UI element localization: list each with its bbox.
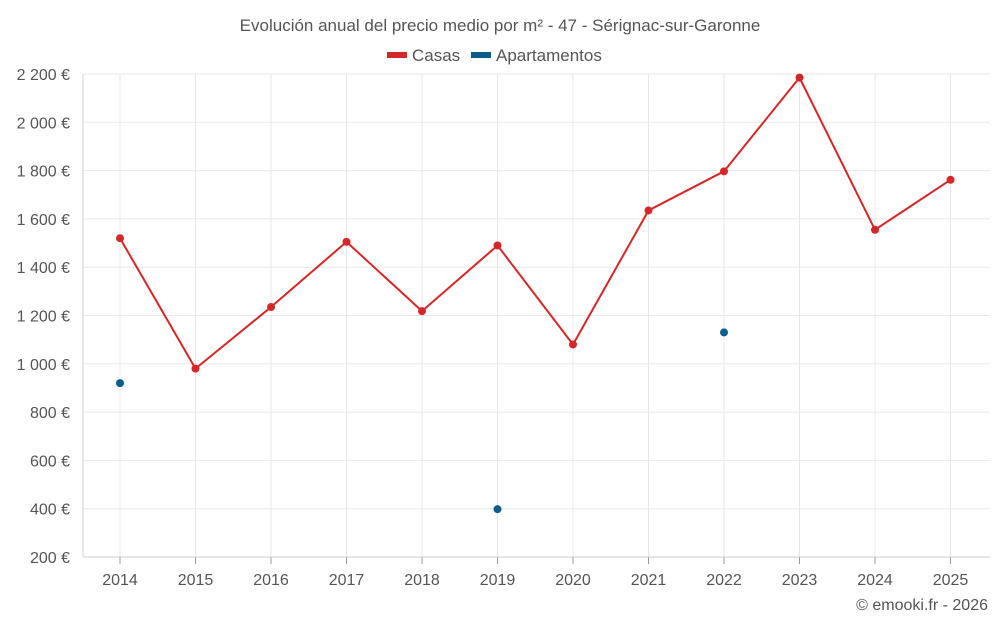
data-point-casas[interactable]: [569, 340, 577, 349]
y-tick-label: 800 €: [30, 405, 70, 422]
legend-item-apartamentos[interactable]: Apartamentos: [471, 46, 602, 65]
y-tick-label: 1 000 €: [17, 357, 70, 374]
x-tick-label: 2019: [480, 572, 516, 589]
data-point-casas[interactable]: [342, 237, 351, 246]
series-apartamentos: [116, 328, 728, 514]
data-point-casas[interactable]: [644, 206, 653, 215]
y-tick-label: 2 000 €: [17, 115, 70, 132]
x-tick-label: 2022: [706, 572, 742, 589]
x-tick-label: 2023: [782, 572, 818, 589]
y-tick-label: 1 400 €: [17, 260, 70, 277]
legend: Casas Apartamentos: [387, 46, 602, 65]
legend-swatch-casas: [387, 52, 407, 58]
x-tick-label: 2018: [404, 572, 440, 589]
data-point-casas[interactable]: [946, 175, 955, 184]
legend-item-casas[interactable]: Casas: [387, 46, 460, 65]
data-point-casas[interactable]: [116, 234, 124, 243]
series-layer: [116, 73, 955, 514]
y-tick-label: 200 €: [30, 550, 70, 567]
x-tick-label: 2024: [857, 572, 893, 589]
x-tick-label: 2025: [933, 572, 969, 589]
credit-text: © emooki.fr - 2026: [856, 597, 988, 614]
legend-label-casas: Casas: [412, 46, 460, 65]
y-tick-label: 1 600 €: [17, 212, 70, 229]
y-tick-label: 600 €: [30, 453, 70, 470]
x-tick-label: 2017: [329, 572, 365, 589]
x-tick-label: 2015: [178, 572, 214, 589]
data-point-apartamentos[interactable]: [116, 379, 124, 388]
y-tick-label: 1 800 €: [17, 164, 70, 181]
data-point-casas[interactable]: [871, 225, 879, 234]
data-point-casas[interactable]: [795, 73, 804, 82]
data-point-casas[interactable]: [191, 364, 200, 373]
data-point-casas[interactable]: [493, 241, 502, 250]
legend-label-apartamentos: Apartamentos: [496, 46, 602, 65]
x-tick-label: 2016: [253, 572, 289, 589]
series-casas: [116, 73, 955, 373]
series-line-casas: [119, 76, 952, 370]
legend-swatch-apartamentos: [471, 52, 491, 58]
data-point-casas[interactable]: [267, 303, 275, 312]
y-tick-label: 2 200 €: [17, 67, 70, 84]
grid: [83, 73, 990, 558]
x-tick-label: 2014: [102, 572, 138, 589]
data-point-casas[interactable]: [418, 307, 426, 316]
chart-title: Evolución anual del precio medio por m² …: [240, 16, 761, 35]
axes: 200 € 400 € 600 € 800 € 1 000 € 1 200 € 1 400 …: [17, 67, 990, 589]
y-tick-label: 400 €: [30, 502, 70, 519]
data-point-casas[interactable]: [720, 167, 728, 176]
x-tick-label: 2020: [555, 572, 591, 589]
data-point-apartamentos[interactable]: [720, 328, 728, 337]
data-point-apartamentos[interactable]: [493, 505, 502, 514]
y-tick-label: 1 200 €: [17, 309, 70, 326]
x-tick-label: 2021: [631, 572, 667, 589]
